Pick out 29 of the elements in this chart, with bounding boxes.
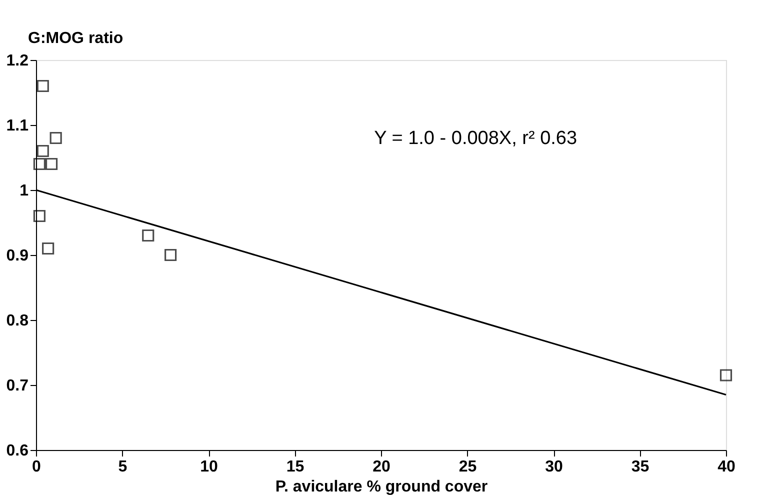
y-tick-label: 0.9 — [6, 248, 29, 264]
x-tick-label: 20 — [372, 458, 390, 476]
y-axis-title: G:MOG ratio — [28, 30, 124, 47]
point — [164, 248, 177, 262]
point — [45, 158, 58, 170]
point — [50, 132, 62, 144]
y-tick-label: 1.2 — [6, 52, 29, 70]
point — [720, 369, 732, 382]
y-tick-label: 0.6 — [6, 442, 29, 460]
x-tick-label: 10 — [200, 458, 218, 476]
y-tick-label: 1 — [20, 182, 29, 200]
x-tick-label: 25 — [458, 458, 477, 476]
x-tick-label: 15 — [286, 458, 304, 476]
point — [42, 242, 54, 255]
point — [36, 80, 49, 92]
y-tick-label: 1.1 — [6, 118, 29, 134]
point — [36, 144, 49, 158]
x-tick-label: 35 — [631, 458, 650, 476]
x-tick-label: 0 — [32, 458, 42, 476]
point — [33, 210, 46, 222]
y-tick-label: 0.8 — [6, 312, 29, 330]
point — [33, 158, 46, 170]
point — [142, 229, 154, 242]
x-axis-title: P. aviculare % ground cover — [275, 478, 488, 495]
y-tick-label: 0.7 — [6, 378, 29, 394]
annotation: Y = 1.0 - 0.008X, r² 0.63 — [374, 128, 578, 149]
x-tick-label: 40 — [718, 458, 736, 476]
x-tick-label: 5 — [118, 458, 128, 476]
x-tick-label: 30 — [545, 458, 563, 476]
